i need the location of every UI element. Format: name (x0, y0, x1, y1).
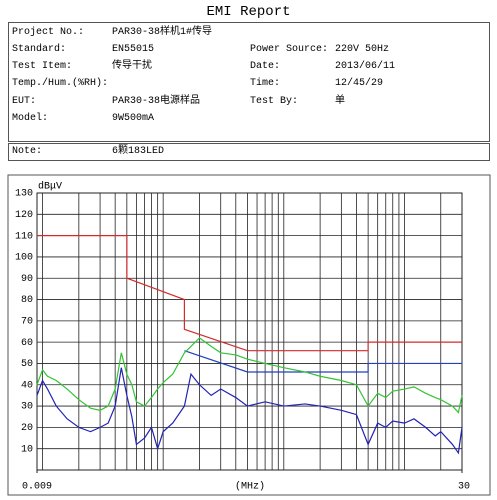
x-axis-label: (MHz) (235, 481, 265, 493)
field-value: EN55015 (112, 44, 155, 55)
field-label: Note: (12, 146, 43, 157)
note-box (8, 143, 490, 161)
series-line (36, 367, 463, 455)
series-line (184, 350, 462, 373)
series-line (37, 235, 462, 352)
field-label: Standard: (12, 44, 67, 55)
y-tick-label: 40 (21, 380, 33, 391)
x-tick-label: 30 (458, 482, 470, 493)
field-value: 单 (335, 96, 345, 107)
field-value: 6颗183LED (112, 146, 165, 157)
chart-box (7, 174, 491, 496)
plot-frame (36, 192, 463, 471)
field-label: Model: (12, 113, 49, 124)
field-value: 9W500mA (112, 113, 155, 124)
field-label: Date: (250, 61, 281, 72)
field-label: Time: (250, 78, 281, 89)
field-label: Power Source: (250, 44, 329, 55)
field-label: Test By: (250, 96, 299, 107)
field-value: PAR30-38电源样品 (112, 96, 201, 107)
field-label: Project No.: (12, 27, 85, 38)
field-value: 2013/06/11 (335, 61, 396, 72)
y-tick-label: 80 (21, 295, 33, 306)
y-tick-label: 10 (21, 444, 33, 455)
field-value: PAR30-38样机1#传导 (112, 27, 213, 38)
y-tick-label: 60 (21, 338, 33, 349)
field-value: 12/45/29 (335, 78, 384, 89)
y-axis-label: dBμV (38, 181, 62, 193)
info-box (8, 22, 490, 142)
y-tick-label: 70 (21, 316, 33, 327)
field-value: 传导干扰 (112, 61, 152, 72)
y-tick-label: 100 (15, 253, 33, 264)
y-tick-label: 20 (21, 423, 33, 434)
y-tick-label: 50 (21, 359, 33, 370)
series-line (36, 337, 463, 414)
y-tick-label: 120 (15, 210, 33, 221)
x-tick-label: 0.009 (22, 482, 52, 493)
y-tick-label: 130 (15, 189, 33, 200)
y-tick-label: 90 (21, 274, 33, 285)
field-label: Test Item: (12, 61, 73, 72)
y-tick-label: 30 (21, 402, 33, 413)
field-label: EUT: (12, 96, 37, 107)
field-label: Temp./Hum.(%RH): (12, 78, 109, 89)
report-title: EMI Report (206, 4, 291, 20)
field-value: 220V 50Hz (335, 44, 390, 55)
y-tick-label: 110 (15, 231, 33, 242)
